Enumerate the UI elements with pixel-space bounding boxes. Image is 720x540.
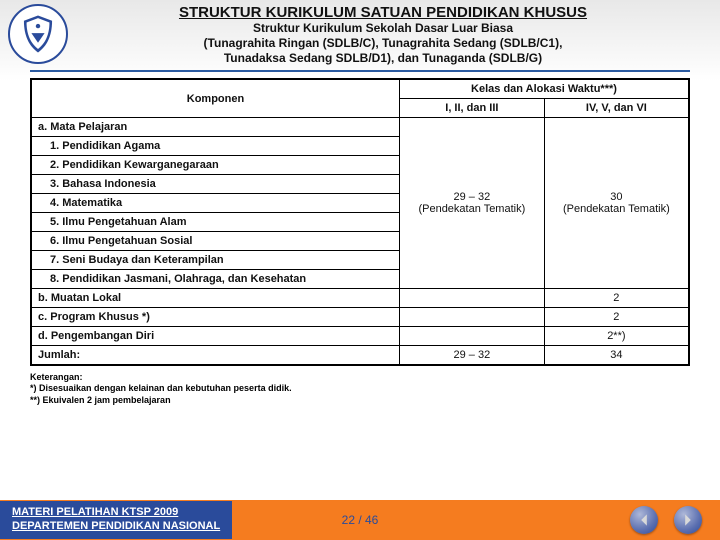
table-row: 6. Ilmu Pengetahuan Sosial <box>31 232 399 251</box>
row-total: Jumlah: <box>31 346 399 366</box>
shield-icon <box>16 12 60 56</box>
table-row: 8. Pendidikan Jasmani, Olahraga, dan Kes… <box>31 270 399 289</box>
footer-line1: MATERI PELATIHAN KTSP 2009 <box>12 506 220 520</box>
footer: MATERI PELATIHAN KTSP 2009 DEPARTEMEN PE… <box>0 500 720 540</box>
subtitle-2: (Tunagrahita Ringan (SDLB/C), Tunagrahit… <box>76 36 690 51</box>
row-d-val: 2**) <box>544 327 689 346</box>
header-komponen: Komponen <box>31 79 399 118</box>
subtitle-1: Struktur Kurikulum Sekolah Dasar Luar Bi… <box>76 21 690 36</box>
section-a: a. Mata Pelajaran <box>31 118 399 137</box>
header-col2: I, II, dan III <box>399 99 544 118</box>
row-b: b. Muatan Lokal <box>31 289 399 308</box>
page-title: STRUKTUR KURIKULUM SATUAN PENDIDIKAN KHU… <box>76 4 690 21</box>
table-row: 7. Seni Budaya dan Keterampilan <box>31 251 399 270</box>
divider <box>30 70 690 72</box>
notes-line1: *) Disesuaikan dengan kelainan dan kebut… <box>30 383 690 394</box>
logo <box>8 4 68 64</box>
notes-line2: **) Ekuivalen 2 jam pembelajaran <box>30 395 690 406</box>
page-number: 22 / 46 <box>342 513 379 527</box>
subtitle-3: Tunadaksa Sedang SDLB/D1), dan Tunaganda… <box>76 51 690 66</box>
footer-line2: DEPARTEMEN PENDIDIKAN NASIONAL <box>12 520 220 534</box>
row-d: d. Pengembangan Diri <box>31 327 399 346</box>
next-button[interactable] <box>674 506 702 534</box>
notes: Keterangan: *) Disesuaikan dengan kelain… <box>30 372 690 406</box>
table-row: 2. Pendidikan Kewarganegaraan <box>31 156 399 175</box>
chevron-right-icon <box>681 513 695 527</box>
prev-button[interactable] <box>630 506 658 534</box>
row-total-right: 34 <box>544 346 689 366</box>
table-row: 5. Ilmu Pengetahuan Alam <box>31 213 399 232</box>
row-c-val: 2 <box>544 308 689 327</box>
curriculum-table: Komponen Kelas dan Alokasi Waktu***) I, … <box>30 78 690 366</box>
notes-heading: Keterangan: <box>30 372 690 383</box>
table-row: 1. Pendidikan Agama <box>31 137 399 156</box>
cell-tematik-left: 29 – 32 (Pendekatan Tematik) <box>399 118 544 289</box>
row-total-left: 29 – 32 <box>399 346 544 366</box>
footer-label: MATERI PELATIHAN KTSP 2009 DEPARTEMEN PE… <box>0 501 232 539</box>
table-row: 3. Bahasa Indonesia <box>31 175 399 194</box>
table-row: 4. Matematika <box>31 194 399 213</box>
row-c: c. Program Khusus *) <box>31 308 399 327</box>
header-col3: IV, V, dan VI <box>544 99 689 118</box>
header-alokasi: Kelas dan Alokasi Waktu***) <box>399 79 689 99</box>
row-b-val: 2 <box>544 289 689 308</box>
cell-tematik-right: 30 (Pendekatan Tematik) <box>544 118 689 289</box>
chevron-left-icon <box>637 513 651 527</box>
